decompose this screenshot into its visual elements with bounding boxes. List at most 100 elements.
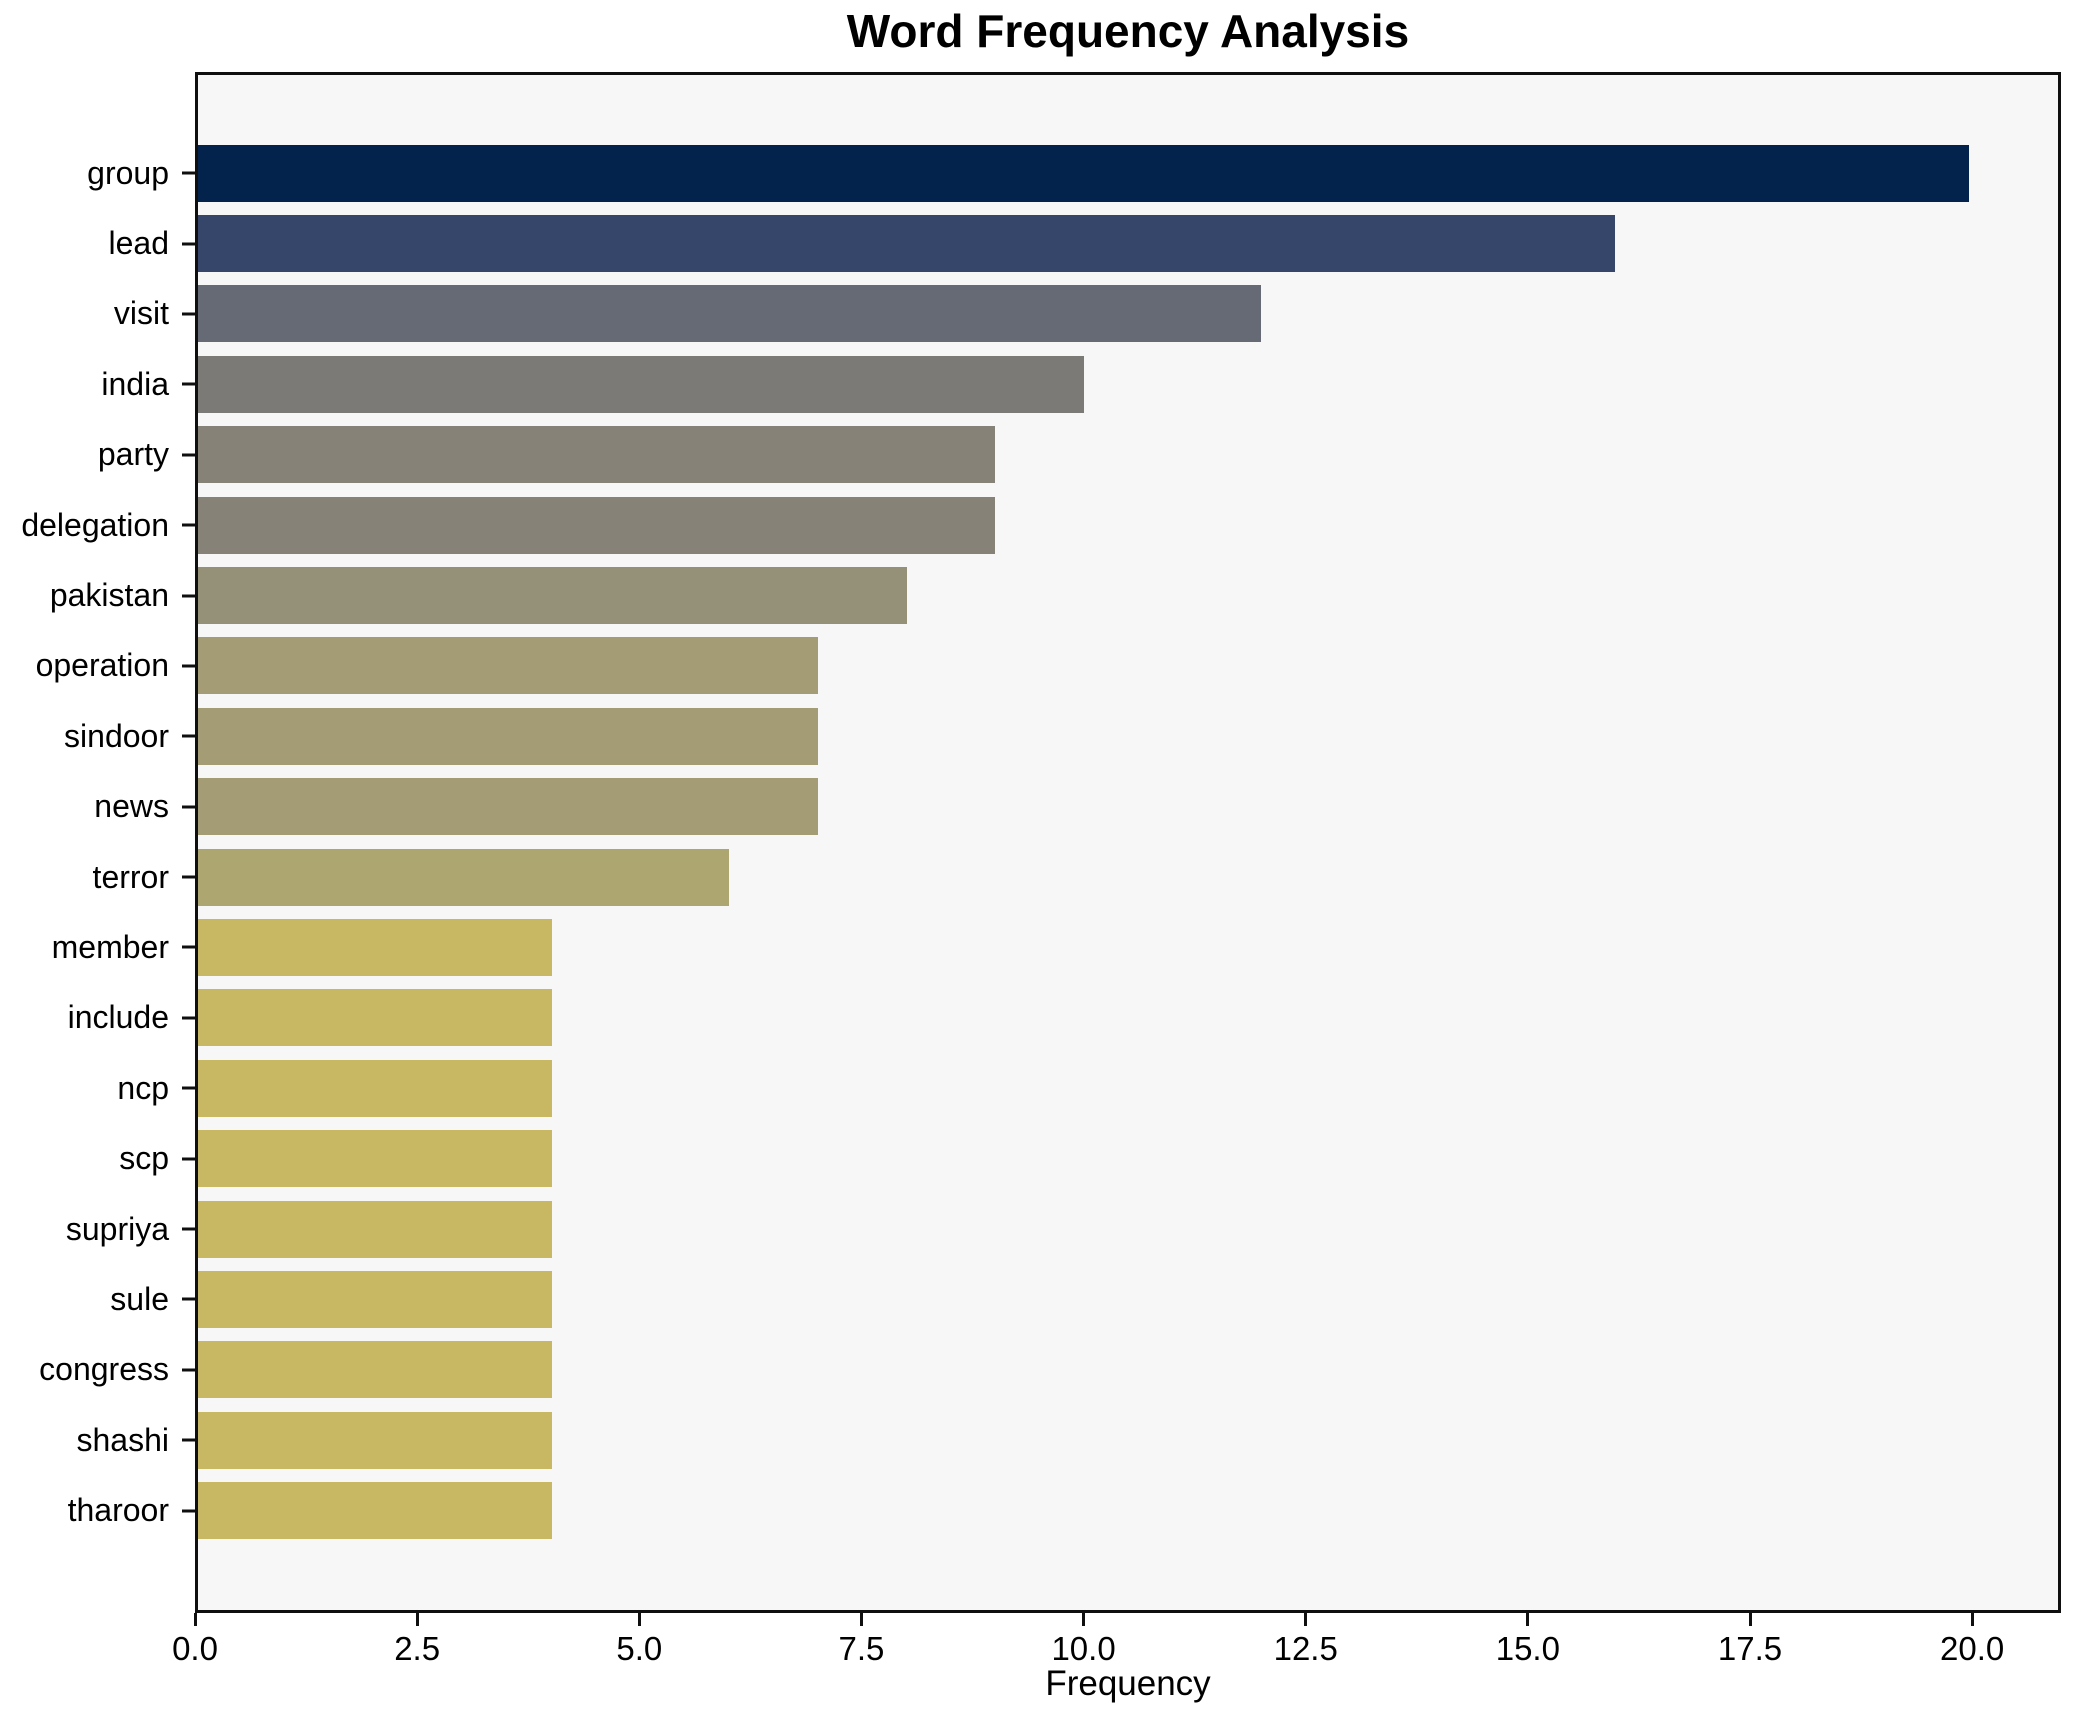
bars-container — [198, 75, 2058, 1610]
y-tick-label: congress — [39, 1351, 169, 1388]
y-tick-label: group — [87, 154, 169, 191]
x-axis: 0.0 2.5 5.0 7.5 10.0 12.5 15.0 17.5 20.0 — [172, 1613, 2061, 1683]
bar-row — [198, 1405, 2058, 1475]
y-tick-mark — [182, 382, 195, 386]
bar-row — [198, 349, 2058, 419]
y-tick: news — [0, 772, 195, 842]
y-tick: sindoor — [0, 701, 195, 771]
y-tick: terror — [0, 842, 195, 912]
bar-sule — [198, 1270, 553, 1328]
bar-sindoor — [198, 707, 818, 765]
bar-ncp — [198, 1059, 553, 1117]
y-tick: sule — [0, 1264, 195, 1334]
bar-row — [198, 1123, 2058, 1193]
x-tick-label: 2.5 — [394, 1630, 441, 1667]
y-tick-mark — [182, 1086, 195, 1090]
bar-news — [198, 778, 818, 836]
y-tick-mark — [182, 1157, 195, 1161]
x-tick-label: 10.0 — [1051, 1630, 1116, 1667]
y-tick: delegation — [0, 490, 195, 560]
x-tick-label: 12.5 — [1273, 1630, 1338, 1667]
y-tick-mark — [182, 734, 195, 738]
bar-pakistan — [198, 567, 907, 625]
x-tick-label: 7.5 — [838, 1630, 885, 1667]
bar-row — [198, 631, 2058, 701]
y-tick-label: sindoor — [64, 717, 169, 754]
y-tick-mark — [182, 805, 195, 809]
bar-row — [198, 138, 2058, 208]
bar-terror — [198, 848, 730, 906]
y-tick: tharoor — [0, 1475, 195, 1545]
bar-delegation — [198, 496, 996, 554]
y-tick-mark — [182, 453, 195, 457]
y-tick-label: terror — [92, 858, 169, 895]
y-tick-mark — [182, 1227, 195, 1231]
bar-row — [198, 983, 2058, 1053]
bar-india — [198, 355, 1084, 413]
y-tick-label: delegation — [21, 506, 169, 543]
y-tick-label: member — [51, 928, 169, 965]
bar-row — [198, 842, 2058, 912]
y-tick-label: news — [94, 788, 169, 825]
bar-visit — [198, 285, 1261, 343]
x-tick-mark — [1526, 1613, 1530, 1626]
bar-lead — [198, 215, 1616, 273]
bar-row — [198, 1264, 2058, 1334]
y-tick-mark — [182, 523, 195, 527]
chart-title: Word Frequency Analysis — [846, 5, 1410, 57]
y-tick-label: operation — [35, 647, 169, 684]
bar-row — [198, 1335, 2058, 1405]
y-tick-mark — [182, 945, 195, 949]
y-tick-label: scp — [119, 1140, 169, 1177]
y-tick: pakistan — [0, 560, 195, 630]
y-tick-label: party — [97, 436, 169, 473]
y-tick-label: shashi — [76, 1421, 170, 1458]
y-tick: scp — [0, 1123, 195, 1193]
bar-row — [198, 772, 2058, 842]
y-tick: india — [0, 349, 195, 419]
y-tick-label: include — [67, 999, 169, 1036]
y-tick: operation — [0, 631, 195, 701]
x-axis-title: Frequency — [1045, 1664, 1211, 1703]
y-tick-label: lead — [108, 225, 170, 262]
x-tick-label: 15.0 — [1495, 1630, 1560, 1667]
bar-row — [198, 701, 2058, 771]
x-tick-mark — [1082, 1613, 1086, 1626]
y-tick-mark — [182, 312, 195, 316]
y-tick-label: pakistan — [49, 577, 169, 614]
y-tick-label: supriya — [65, 1210, 169, 1247]
y-axis-labels: group lead visit india party delegation pakist… — [0, 75, 195, 1610]
bar-include — [198, 989, 553, 1047]
bar-row — [198, 420, 2058, 490]
y-tick: include — [0, 983, 195, 1053]
bar-operation — [198, 637, 818, 695]
y-tick-mark — [182, 1438, 195, 1442]
y-tick-label: sule — [110, 1280, 169, 1317]
y-tick: supriya — [0, 1194, 195, 1264]
bar-row — [198, 279, 2058, 349]
bar-row — [198, 1053, 2058, 1123]
bar-party — [198, 426, 996, 484]
y-tick: lead — [0, 208, 195, 278]
bar-tharoor — [198, 1482, 553, 1540]
bar-supriya — [198, 1200, 553, 1258]
y-tick: group — [0, 138, 195, 208]
y-tick: shashi — [0, 1405, 195, 1475]
bar-group — [198, 144, 1970, 202]
y-tick-mark — [182, 1016, 195, 1020]
x-tick-mark — [637, 1613, 641, 1626]
x-tick-mark — [859, 1613, 863, 1626]
y-tick-label: visit — [113, 295, 169, 332]
x-tick-mark — [1304, 1613, 1308, 1626]
y-tick-mark — [182, 1297, 195, 1301]
y-tick: ncp — [0, 1053, 195, 1123]
x-tick-mark — [1748, 1613, 1752, 1626]
y-tick-mark — [182, 242, 195, 246]
y-tick-mark — [182, 875, 195, 879]
bar-row — [198, 490, 2058, 560]
y-tick-label: india — [101, 365, 169, 402]
y-tick-mark — [182, 1509, 195, 1513]
x-tick-mark — [193, 1613, 197, 1626]
bar-row — [198, 560, 2058, 630]
